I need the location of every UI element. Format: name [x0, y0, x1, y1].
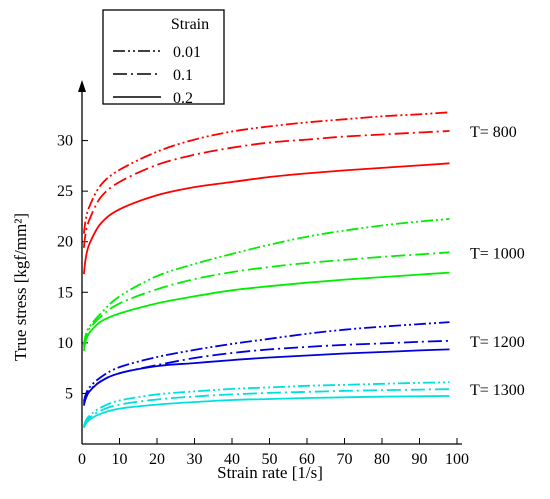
- legend-entry-label: 0.01: [173, 44, 201, 61]
- temperature-label: T= 1000: [470, 245, 525, 262]
- series-line: [83, 271, 450, 352]
- series-line: [83, 321, 450, 402]
- series-line: [83, 251, 450, 348]
- y-tick-label: 5: [65, 385, 73, 402]
- series-line: [83, 395, 450, 429]
- series-line: [83, 130, 450, 248]
- x-tick-label: 60: [299, 451, 315, 468]
- x-tick-label: 20: [149, 451, 165, 468]
- legend-entry-label: 0.1: [173, 67, 193, 84]
- y-tick-label: 15: [57, 284, 73, 301]
- series-line: [83, 218, 450, 346]
- series-line: [83, 111, 450, 234]
- x-tick-label: 100: [445, 451, 469, 468]
- x-tick-label: 0: [78, 451, 86, 468]
- series-lines: [83, 111, 450, 429]
- series-line: [83, 348, 450, 406]
- y-tick-label: 30: [57, 133, 73, 150]
- x-tick-label: 40: [224, 451, 240, 468]
- y-tick-label: 20: [57, 234, 73, 251]
- legend-box: [102, 9, 225, 105]
- legend: Strain 0.01 0.1 0.2: [102, 9, 225, 107]
- x-tick-label: 50: [262, 451, 278, 468]
- y-axis-title: True stress [kgf/mm²]: [11, 213, 30, 361]
- series-line: [83, 162, 450, 275]
- temperature-label: T= 1200: [470, 334, 525, 351]
- x-tick-label: 30: [187, 451, 203, 468]
- legend-entry-label: 0.2: [173, 90, 193, 107]
- x-tick-label: 10: [112, 451, 128, 468]
- x-axis-title: Strain rate [1/s]: [217, 463, 323, 482]
- series-line: [83, 339, 450, 404]
- x-tick-label: 80: [374, 451, 390, 468]
- series-line: [83, 388, 450, 428]
- temperature-labels: T= 800 T= 1000 T= 1200 T= 1300: [470, 124, 525, 399]
- y-tick-label: 10: [57, 335, 73, 352]
- y-tick-label: 25: [57, 183, 73, 200]
- axes: 0 10 20 30 40 50 60 70 80 90 100 5 10 15 20 25 30 Strain …: [11, 80, 469, 482]
- x-tick-label: 70: [337, 451, 353, 468]
- x-tick-label: 90: [412, 451, 428, 468]
- legend-title: Strain: [171, 16, 209, 33]
- series-line: [83, 381, 450, 427]
- temperature-label: T= 800: [470, 124, 517, 141]
- y-axis-arrow: [78, 80, 86, 92]
- temperature-label: T= 1300: [470, 382, 525, 399]
